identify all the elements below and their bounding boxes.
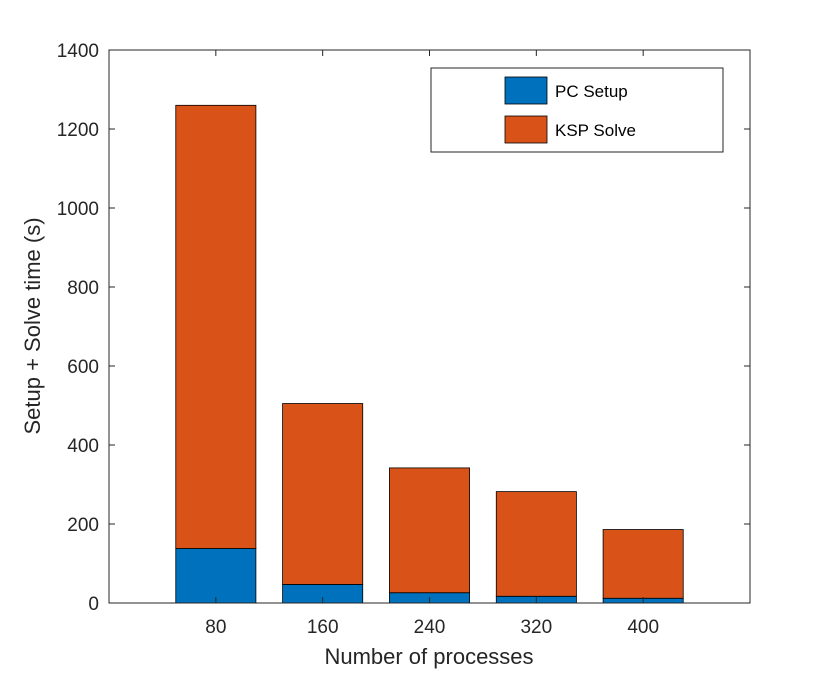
- y-tick-label-1400: 1400: [57, 41, 99, 62]
- y-tick-label-0: 0: [88, 594, 99, 615]
- y-tick-label-1000: 1000: [57, 199, 99, 220]
- ticks-group: 0 200 400 600 800 1000 1200 1400 80 160 240 320 400: [57, 41, 750, 638]
- legend-label-ksp-solve: KSP Solve: [555, 121, 636, 140]
- x-tick-label-320: 320: [520, 617, 552, 638]
- y-tick-label-800: 800: [67, 278, 99, 299]
- x-tick-label-160: 160: [307, 617, 339, 638]
- bar-ksp-solve-80: [175, 104, 257, 549]
- x-tick-label-240: 240: [414, 617, 446, 638]
- y-tick-label-600: 600: [67, 357, 99, 378]
- bar-ksp-solve-160: [282, 403, 364, 585]
- x-tick-label-400: 400: [627, 617, 659, 638]
- y-tick-label-400: 400: [67, 436, 99, 457]
- x-axis-title: Number of processes: [324, 644, 533, 669]
- x-tick-label-80: 80: [205, 617, 226, 638]
- legend-swatch-pc-setup: [504, 76, 548, 105]
- bar-ksp-solve-320: [495, 491, 577, 597]
- legend-swatch-ksp-solve: [504, 115, 548, 144]
- legend: PC Setup KSP Solve: [430, 67, 724, 153]
- bar-pc-setup-80: [175, 548, 257, 604]
- bar-ksp-solve-400: [602, 529, 684, 599]
- bar-ksp-solve-240: [389, 467, 470, 594]
- legend-box: [430, 67, 724, 153]
- bars-group: [175, 104, 684, 604]
- y-tick-label-1200: 1200: [57, 120, 99, 141]
- y-axis-title: Setup + Solve time (s): [20, 217, 45, 434]
- y-tick-label-200: 200: [67, 515, 99, 536]
- legend-label-pc-setup: PC Setup: [555, 82, 628, 101]
